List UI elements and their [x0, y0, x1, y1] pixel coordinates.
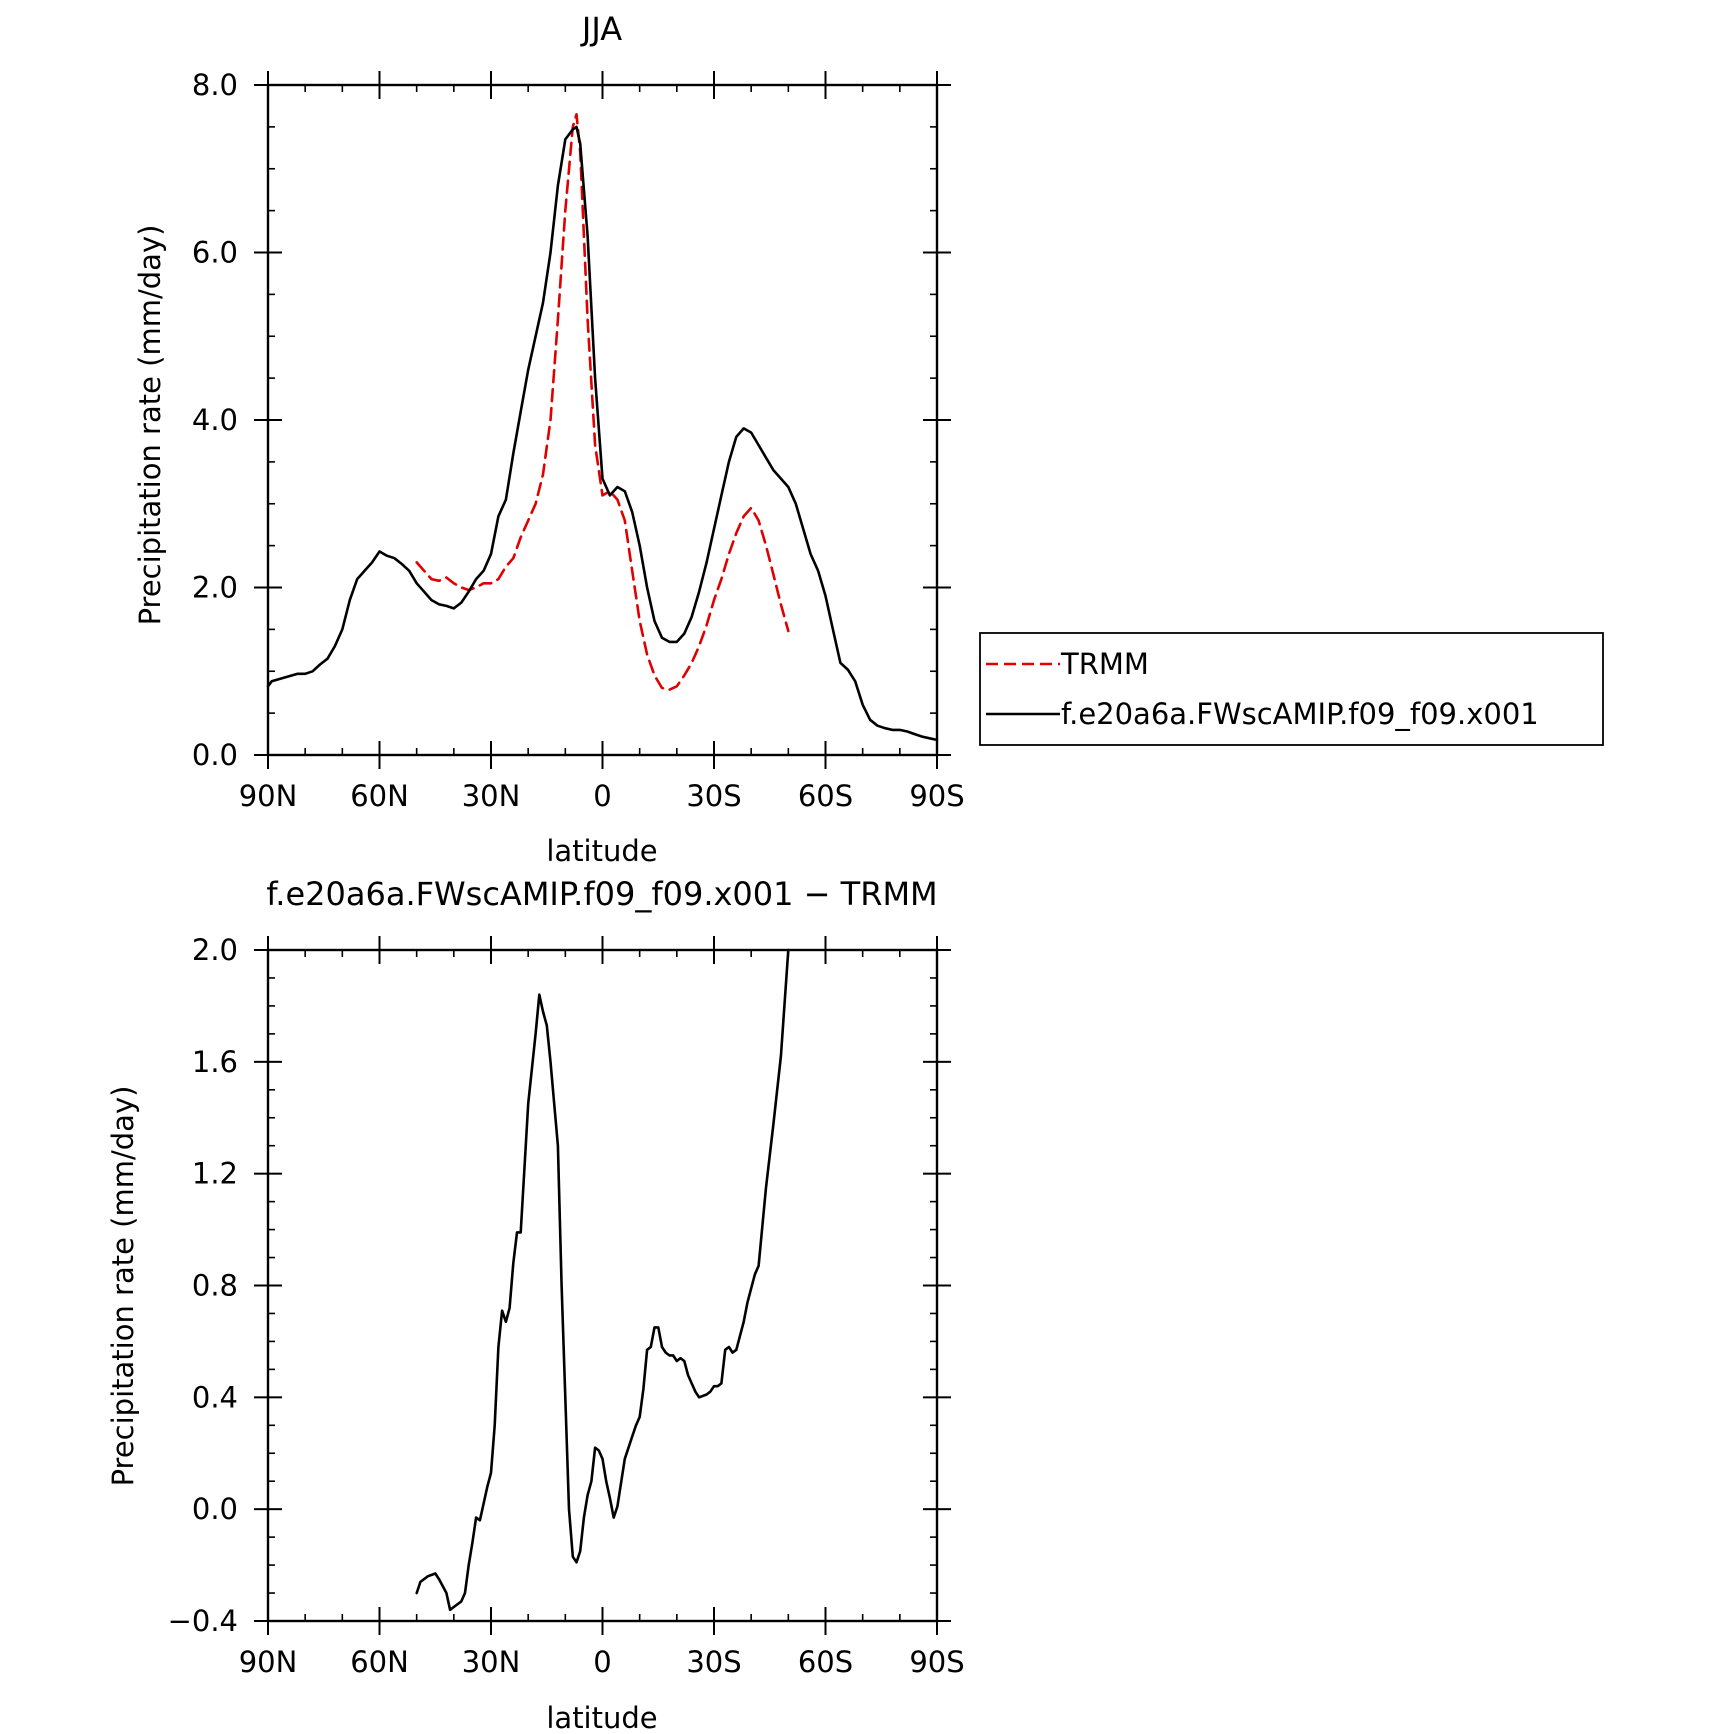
y-tick-label: 6.0	[192, 236, 238, 270]
y-tick-label: 2.0	[192, 571, 238, 605]
x-tick-label: 60N	[350, 1645, 409, 1679]
x-tick-label: 30N	[462, 1645, 521, 1679]
y-axis-title: Precipitation rate (mm/day)	[133, 225, 167, 626]
legend-label-trmm: TRMM	[1060, 647, 1149, 681]
y-tick-label: −0.4	[168, 1604, 238, 1638]
x-tick-label: 30S	[686, 1645, 741, 1679]
chart-title: JJA	[580, 10, 622, 48]
y-tick-label: 1.2	[192, 1157, 238, 1191]
x-axis-title: latitude	[546, 1701, 657, 1734]
series-line-trmm	[415, 113, 790, 692]
x-axis-title: latitude	[546, 834, 657, 868]
series-layer	[415, 948, 790, 1612]
y-tick-label: 2.0	[192, 933, 238, 967]
y-tick-label: 4.0	[192, 403, 238, 437]
legend: TRMM f.e20a6a.FWscAMIP.f09_f09.x001	[979, 632, 1604, 746]
x-tick-label: 90S	[909, 1645, 964, 1679]
y-tick-label: 0.4	[192, 1380, 238, 1414]
x-tick-label: 30S	[686, 779, 741, 813]
x-tick-label: 90S	[909, 779, 964, 813]
plot-frame	[266, 83, 939, 757]
x-tick-label: 0	[593, 779, 611, 813]
legend-box	[979, 632, 1604, 746]
x-tick-label: 30N	[462, 779, 521, 813]
plot-frame	[266, 948, 939, 1623]
series-layer	[266, 113, 939, 742]
x-tick-label: 0	[593, 1645, 611, 1679]
x-tick-label: 60S	[798, 779, 853, 813]
chart-title: f.e20a6a.FWscAMIP.f09_f09.x001 − TRMM	[266, 875, 937, 913]
y-tick-label: 1.6	[192, 1045, 238, 1079]
y-tick-label: 0.0	[192, 1492, 238, 1526]
y-axis-title: Precipitation rate (mm/day)	[106, 1086, 140, 1487]
x-tick-label: 60N	[350, 779, 409, 813]
series-line-difference	[415, 948, 790, 1612]
y-tick-label: 0.8	[192, 1269, 238, 1303]
legend-label-model: f.e20a6a.FWscAMIP.f09_f09.x001	[1061, 697, 1539, 731]
x-tick-label: 60S	[798, 1645, 853, 1679]
chart-difference: f.e20a6a.FWscAMIP.f09_f09.x001 − TRMM Pr…	[106, 875, 965, 1734]
x-tick-label: 90N	[239, 779, 298, 813]
x-tick-label: 90N	[239, 1645, 298, 1679]
chart-jja: JJA Precipitation rate (mm/day) latitude…	[133, 10, 965, 868]
y-tick-label: 8.0	[192, 68, 238, 102]
series-line-f-e20a6a-fwscamip-f09-f09-x001	[266, 125, 939, 742]
y-tick-label: 0.0	[192, 738, 238, 772]
